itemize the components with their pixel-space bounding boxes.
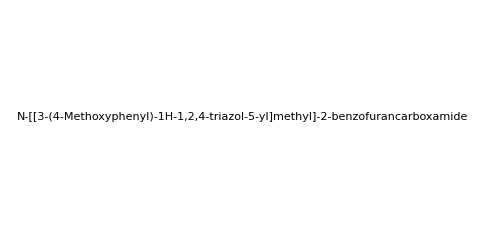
Text: N-[[3-(4-Methoxyphenyl)-1H-1,2,4-triazol-5-yl]methyl]-2-benzofurancarboxamide: N-[[3-(4-Methoxyphenyl)-1H-1,2,4-triazol… xyxy=(17,112,469,122)
